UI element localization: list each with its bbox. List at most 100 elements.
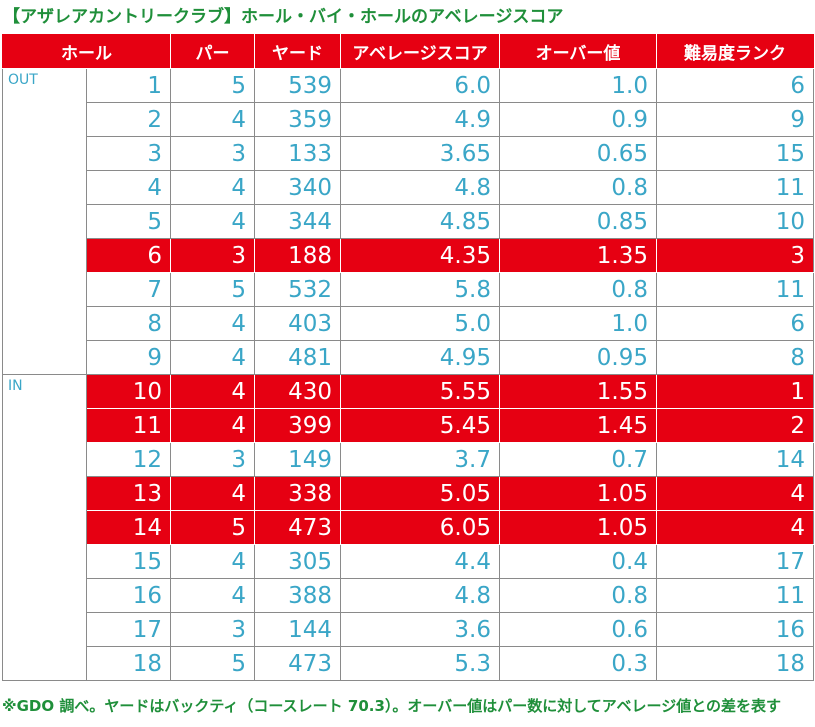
over-value-cell: 1.35 — [499, 238, 657, 273]
yard-cell: 388 — [254, 578, 341, 613]
hole-number-cell: 16 — [86, 578, 171, 613]
par-cell: 4 — [170, 544, 255, 579]
difficulty-rank-cell: 9 — [656, 102, 814, 137]
average-score-cell: 5.0 — [340, 306, 500, 341]
over-value-cell: 0.8 — [499, 578, 657, 613]
average-score-cell: 4.35 — [340, 238, 500, 273]
hole-number-cell: 17 — [86, 612, 171, 647]
over-value-cell: 1.45 — [499, 408, 657, 443]
over-value-cell: 1.05 — [499, 476, 657, 511]
average-score-cell: 3.6 — [340, 612, 500, 647]
table-row: 12 3 149 3.7 0.7 14 — [3, 442, 814, 477]
difficulty-rank-cell: 8 — [656, 340, 814, 375]
over-value-cell: 0.8 — [499, 170, 657, 205]
table-row: IN 10 4 430 5.55 1.55 1 — [2, 374, 814, 681]
table-row: 18 5 473 5.3 0.3 18 — [3, 646, 814, 681]
yard-cell: 338 — [254, 476, 341, 511]
table-row: 6 3 188 4.35 1.35 3 — [3, 238, 814, 273]
hole-number-cell: 8 — [86, 306, 171, 341]
over-value-cell: 0.9 — [499, 102, 657, 137]
table-row: 15 4 305 4.4 0.4 17 — [3, 544, 814, 579]
par-cell: 4 — [170, 578, 255, 613]
hole-number-cell: 15 — [86, 544, 171, 579]
par-cell: 5 — [170, 510, 255, 545]
table-row: 13 4 338 5.05 1.05 4 — [3, 476, 814, 511]
average-score-cell: 4.8 — [340, 170, 500, 205]
difficulty-rank-cell: 11 — [656, 578, 814, 613]
difficulty-rank-cell: 3 — [656, 238, 814, 273]
table-row: 8 4 403 5.0 1.0 6 — [3, 306, 814, 341]
difficulty-rank-cell: 17 — [656, 544, 814, 579]
hole-number-cell: 18 — [86, 646, 171, 681]
average-score-cell: 5.8 — [340, 272, 500, 307]
over-value-cell: 0.7 — [499, 442, 657, 477]
over-value-cell: 1.05 — [499, 510, 657, 545]
hole-number-cell: 13 — [86, 476, 171, 511]
difficulty-rank-cell: 1 — [656, 374, 814, 409]
table-row: OUT 1 5 539 6.0 1.0 6 — [2, 68, 814, 375]
par-cell: 4 — [170, 408, 255, 443]
difficulty-rank-cell: 6 — [656, 306, 814, 341]
table-row: 2 4 359 4.9 0.9 9 — [3, 102, 814, 137]
average-score-cell: 5.45 — [340, 408, 500, 443]
difficulty-rank-cell: 16 — [656, 612, 814, 647]
yard-cell: 340 — [254, 170, 341, 205]
over-value-cell: 1.55 — [499, 374, 657, 409]
difficulty-rank-cell: 18 — [656, 646, 814, 681]
over-value-cell: 0.95 — [499, 340, 657, 375]
par-cell: 4 — [170, 170, 255, 205]
par-cell: 3 — [170, 442, 255, 477]
average-score-cell: 5.05 — [340, 476, 500, 511]
average-score-cell: 5.55 — [340, 374, 500, 409]
table-row: 3 3 133 3.65 0.65 15 — [3, 136, 814, 171]
yard-cell: 532 — [254, 272, 341, 307]
over-value-cell: 0.65 — [499, 136, 657, 171]
over-value-cell: 0.3 — [499, 646, 657, 681]
yard-cell: 305 — [254, 544, 341, 579]
average-score-cell: 4.8 — [340, 578, 500, 613]
par-cell: 4 — [170, 340, 255, 375]
hole-number-cell: 6 — [86, 238, 171, 273]
table-row: 14 5 473 6.05 1.05 4 — [3, 510, 814, 545]
par-cell: 4 — [170, 102, 255, 137]
difficulty-rank-cell: 4 — [656, 476, 814, 511]
hole-number-cell: 14 — [86, 510, 171, 545]
over-value-cell: 0.4 — [499, 544, 657, 579]
table-row: 9 4 481 4.95 0.95 8 — [3, 340, 814, 375]
yard-cell: 144 — [254, 612, 341, 647]
yard-cell: 149 — [254, 442, 341, 477]
par-cell: 3 — [170, 612, 255, 647]
hole-number-cell: 5 — [86, 204, 171, 239]
table-row: 5 4 344 4.85 0.85 10 — [3, 204, 814, 239]
average-score-cell: 4.95 — [340, 340, 500, 375]
hole-number-cell: 2 — [86, 102, 171, 137]
difficulty-rank-cell: 11 — [656, 170, 814, 205]
yard-cell: 403 — [254, 306, 341, 341]
hole-number-cell: 4 — [86, 170, 171, 205]
yard-cell: 539 — [254, 68, 341, 103]
yard-cell: 359 — [254, 102, 341, 137]
header-average-score: アベレージスコア — [340, 34, 500, 69]
footnote: ※GDO 調べ。ヤードはバックティ（コースレート 70.3）。オーバー値はパー数… — [2, 697, 782, 715]
average-score-cell: 6.0 — [340, 68, 500, 103]
average-score-cell: 3.65 — [340, 136, 500, 171]
par-cell: 4 — [170, 374, 255, 409]
yard-cell: 481 — [254, 340, 341, 375]
table-row: 7 5 532 5.8 0.8 11 — [3, 272, 814, 307]
average-score-cell: 3.7 — [340, 442, 500, 477]
over-value-cell: 1.0 — [499, 306, 657, 341]
yard-cell: 473 — [254, 646, 341, 681]
over-value-cell: 0.85 — [499, 204, 657, 239]
average-score-cell: 4.9 — [340, 102, 500, 137]
par-cell: 3 — [170, 136, 255, 171]
difficulty-rank-cell: 4 — [656, 510, 814, 545]
yard-cell: 399 — [254, 408, 341, 443]
average-score-cell: 4.4 — [340, 544, 500, 579]
header-yard: ヤード — [254, 34, 341, 69]
yard-cell: 133 — [254, 136, 341, 171]
table-row: 4 4 340 4.8 0.8 11 — [3, 170, 814, 205]
average-score-cell: 6.05 — [340, 510, 500, 545]
difficulty-rank-cell: 10 — [656, 204, 814, 239]
yard-cell: 188 — [254, 238, 341, 273]
average-score-cell: 5.3 — [340, 646, 500, 681]
